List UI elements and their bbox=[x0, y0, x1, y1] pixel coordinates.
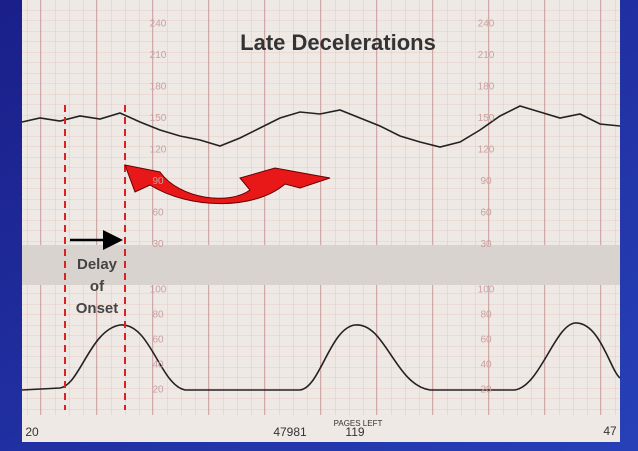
fhr-scale-label: 60 bbox=[152, 208, 164, 219]
fhr-scale-label: 120 bbox=[150, 145, 167, 156]
footer-text: 119 bbox=[345, 425, 364, 439]
footer-text: 20 bbox=[25, 425, 39, 439]
fhr-scale-label: 60 bbox=[480, 208, 492, 219]
fhr-scale-label: 210 bbox=[150, 50, 167, 61]
footer-text: 47981 bbox=[273, 425, 307, 439]
uc-scale-label: 80 bbox=[480, 310, 492, 321]
annotation-line: Onset bbox=[76, 300, 119, 317]
heart-rate-trace bbox=[21, 105, 621, 148]
gap-band bbox=[22, 245, 620, 285]
fhr-scale-label: 240 bbox=[478, 19, 495, 30]
uc-scale-label: 20 bbox=[480, 385, 492, 396]
uc-scale-label: 100 bbox=[478, 285, 495, 296]
fhr-scale-label: 90 bbox=[480, 176, 492, 187]
contraction-trace bbox=[21, 322, 621, 391]
fhr-scale-label: 150 bbox=[150, 113, 167, 124]
fhr-scale-label: 150 bbox=[478, 113, 495, 124]
footer-text: PAGES LEFT bbox=[334, 419, 383, 428]
fhr-scale-label: 210 bbox=[478, 50, 495, 61]
uc-scale-label: 80 bbox=[152, 310, 164, 321]
curved-arrow bbox=[124, 164, 331, 205]
uc-scale-label: 20 bbox=[152, 385, 164, 396]
fhr-scale-label: 240 bbox=[150, 19, 167, 30]
fhr-scale-label: 30 bbox=[152, 239, 164, 250]
lower-grid-major bbox=[22, 285, 620, 415]
uc-scale-label: 60 bbox=[152, 335, 164, 346]
fhr-scale-label: 180 bbox=[150, 82, 167, 93]
annotation-line: Delay bbox=[77, 256, 118, 273]
title: Late Decelerations bbox=[240, 30, 436, 55]
upper-grid-major bbox=[22, 0, 620, 245]
uc-scale-label: 100 bbox=[150, 285, 167, 296]
fhr-scale-label: 180 bbox=[478, 82, 495, 93]
uc-scale-label: 40 bbox=[152, 360, 164, 371]
annotation: Delay of Onset bbox=[76, 256, 119, 317]
fhr-scale-label: 120 bbox=[478, 145, 495, 156]
uc-scale-label: 60 bbox=[480, 335, 492, 346]
scales: 240 240 210 210 180 180 150 150 120 120 90 90 60 60 30… bbox=[150, 19, 495, 396]
uc-scale-label: 40 bbox=[480, 360, 492, 371]
fhr-scale-label: 90 bbox=[152, 176, 164, 187]
fhr-scale-label: 30 bbox=[480, 239, 492, 250]
footer-text: 47 bbox=[603, 424, 617, 438]
annotation-line: of bbox=[90, 278, 105, 295]
